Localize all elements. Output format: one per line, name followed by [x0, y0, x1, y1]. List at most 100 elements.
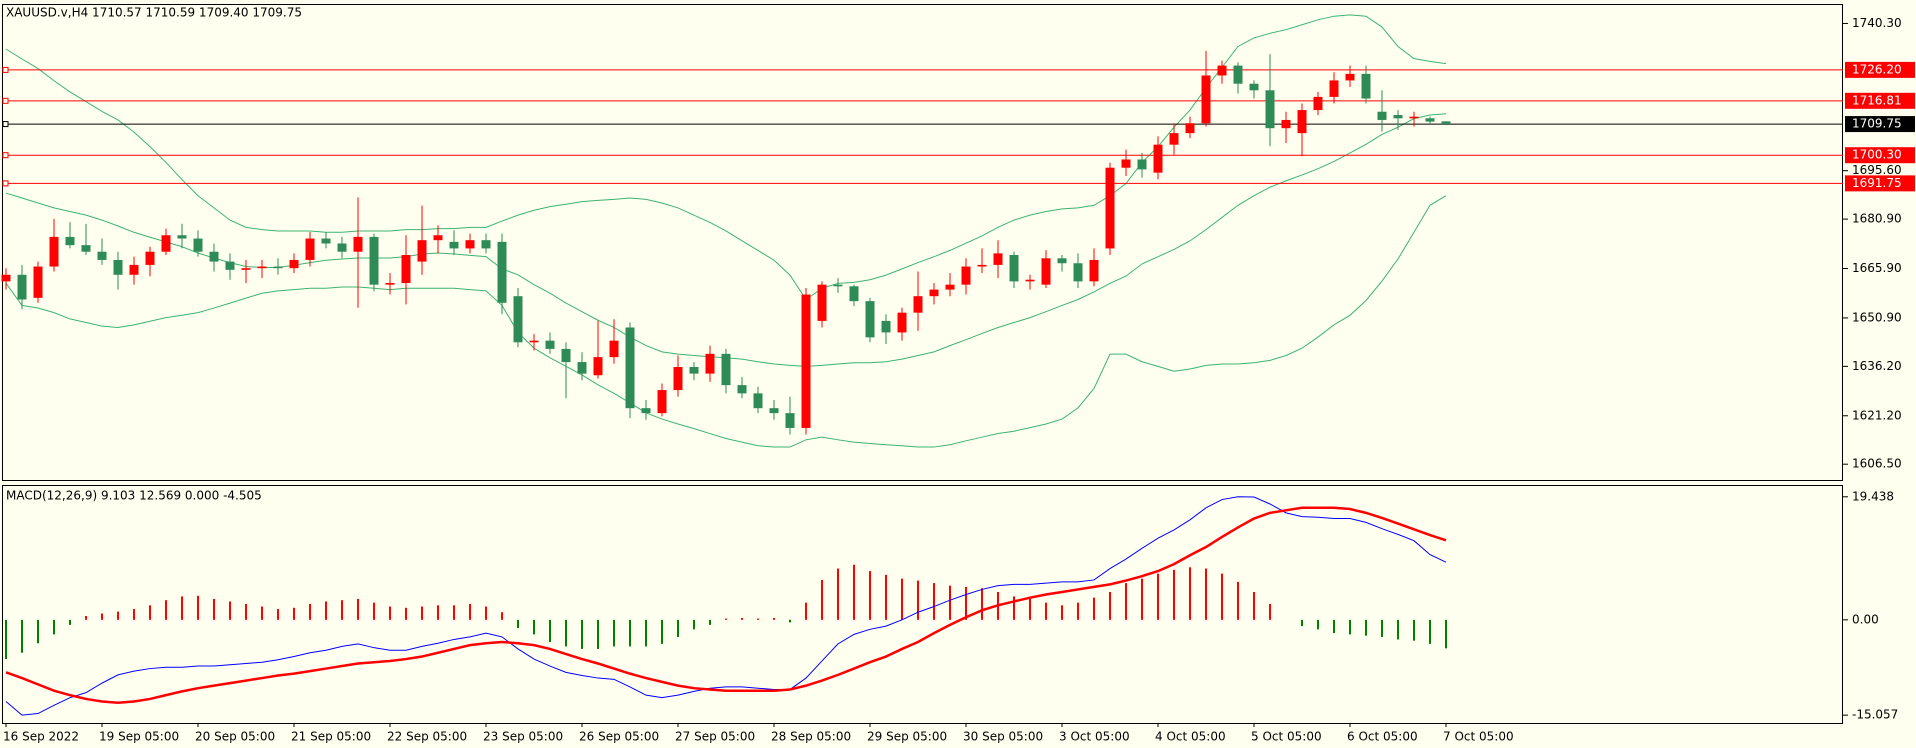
candle-body — [737, 385, 747, 394]
candle-body — [865, 301, 875, 338]
candle-body — [97, 251, 107, 260]
candle-body — [625, 327, 635, 409]
candle-body — [401, 255, 411, 284]
candle-body — [1089, 259, 1099, 282]
level-marker — [2, 97, 9, 104]
chart-title: XAUUSD.v,H4 1710.57 1710.59 1709.40 1709… — [6, 6, 302, 20]
candle-body — [785, 413, 795, 428]
candle-body — [1409, 116, 1419, 119]
candle-body — [241, 268, 251, 270]
x-tick-label: 29 Sep 05:00 — [867, 730, 947, 744]
level-label: 1726.20 — [1852, 62, 1902, 76]
level-label: 1691.75 — [1852, 176, 1902, 190]
candle-body — [801, 294, 811, 428]
bollinger-band — [5, 195, 1447, 448]
candle-body — [593, 357, 603, 376]
level-marker — [2, 66, 9, 73]
candle-body — [369, 236, 379, 285]
candle-body — [257, 266, 267, 269]
candle-body — [209, 251, 219, 262]
candle-body — [977, 264, 987, 267]
candle-body — [1233, 65, 1243, 84]
candle-body — [449, 241, 459, 249]
candle-body — [1425, 118, 1435, 122]
macd-panel-frame — [2, 485, 1843, 724]
candle-body — [577, 362, 587, 374]
x-tick-label: 6 Oct 05:00 — [1347, 730, 1418, 744]
level-label-box — [1845, 61, 1915, 78]
y-tick-label: 1621.20 — [1852, 408, 1902, 422]
candle-body — [1441, 121, 1451, 125]
candle-body — [881, 320, 891, 333]
candle-body — [1361, 73, 1371, 99]
candle-body — [721, 353, 731, 386]
candle-body — [769, 408, 779, 414]
candle-body — [833, 284, 843, 287]
x-tick-label: 21 Sep 05:00 — [291, 730, 371, 744]
level-label-box — [1845, 92, 1915, 109]
candle-body — [513, 296, 523, 343]
candle-body — [929, 289, 939, 297]
candle-body — [961, 266, 971, 285]
candle-body — [49, 236, 59, 267]
candle-body — [1201, 75, 1211, 124]
y-tick-label: 1680.90 — [1852, 212, 1902, 226]
candle-body — [689, 367, 699, 374]
candle-body — [1377, 111, 1387, 120]
candle-body — [529, 340, 539, 343]
candle-body — [705, 353, 715, 374]
candle-body — [129, 264, 139, 275]
x-tick-label: 28 Sep 05:00 — [771, 730, 851, 744]
y-tick-label: 1665.90 — [1852, 261, 1902, 275]
candle-body — [1073, 263, 1083, 282]
candle-body — [1105, 167, 1115, 249]
y-tick-label: -15.057 — [1852, 708, 1898, 722]
candle-body — [1121, 159, 1131, 168]
candle-body — [161, 235, 171, 252]
candle-body — [81, 245, 91, 252]
candle-body — [849, 286, 859, 302]
candle-body — [993, 253, 1003, 265]
x-tick-label: 4 Oct 05:00 — [1155, 730, 1226, 744]
candle-body — [321, 238, 331, 244]
x-tick-label: 20 Sep 05:00 — [195, 730, 275, 744]
candle-body — [65, 236, 75, 246]
candle-body — [1329, 80, 1339, 97]
y-tick-label: 19.438 — [1852, 489, 1894, 503]
candle-body — [945, 284, 955, 290]
candle-body — [273, 266, 283, 269]
candle-body — [337, 243, 347, 252]
candle-body — [177, 235, 187, 239]
candle-body — [433, 235, 443, 241]
candle-body — [1297, 110, 1307, 134]
y-tick-label: 1636.20 — [1852, 359, 1902, 373]
candle-body — [1345, 73, 1355, 81]
candle-body — [481, 240, 491, 249]
candle-body — [193, 238, 203, 252]
candle-body — [385, 283, 395, 285]
x-tick-label: 19 Sep 05:00 — [99, 730, 179, 744]
candle-body — [561, 348, 571, 363]
x-tick-label: 3 Oct 05:00 — [1059, 730, 1130, 744]
candle-body — [1281, 119, 1291, 129]
x-tick-label: 22 Sep 05:00 — [387, 730, 467, 744]
candle-body — [1009, 255, 1019, 282]
x-tick-label: 7 Oct 05:00 — [1443, 730, 1514, 744]
x-tick-label: 5 Oct 05:00 — [1251, 730, 1322, 744]
candle-body — [673, 367, 683, 391]
candle-body — [897, 312, 907, 333]
candle-body — [657, 390, 667, 414]
candle-body — [545, 340, 555, 349]
level-label: 1709.75 — [1852, 117, 1902, 131]
candle-body — [289, 259, 299, 269]
level-marker — [2, 121, 9, 128]
candle-body — [497, 241, 507, 303]
x-tick-label: 26 Sep 05:00 — [579, 730, 659, 744]
x-tick-label: 23 Sep 05:00 — [483, 730, 563, 744]
level-label-box — [1845, 147, 1915, 164]
candle-body — [33, 266, 43, 298]
candle-body — [641, 408, 651, 414]
candle-body — [1185, 123, 1195, 134]
